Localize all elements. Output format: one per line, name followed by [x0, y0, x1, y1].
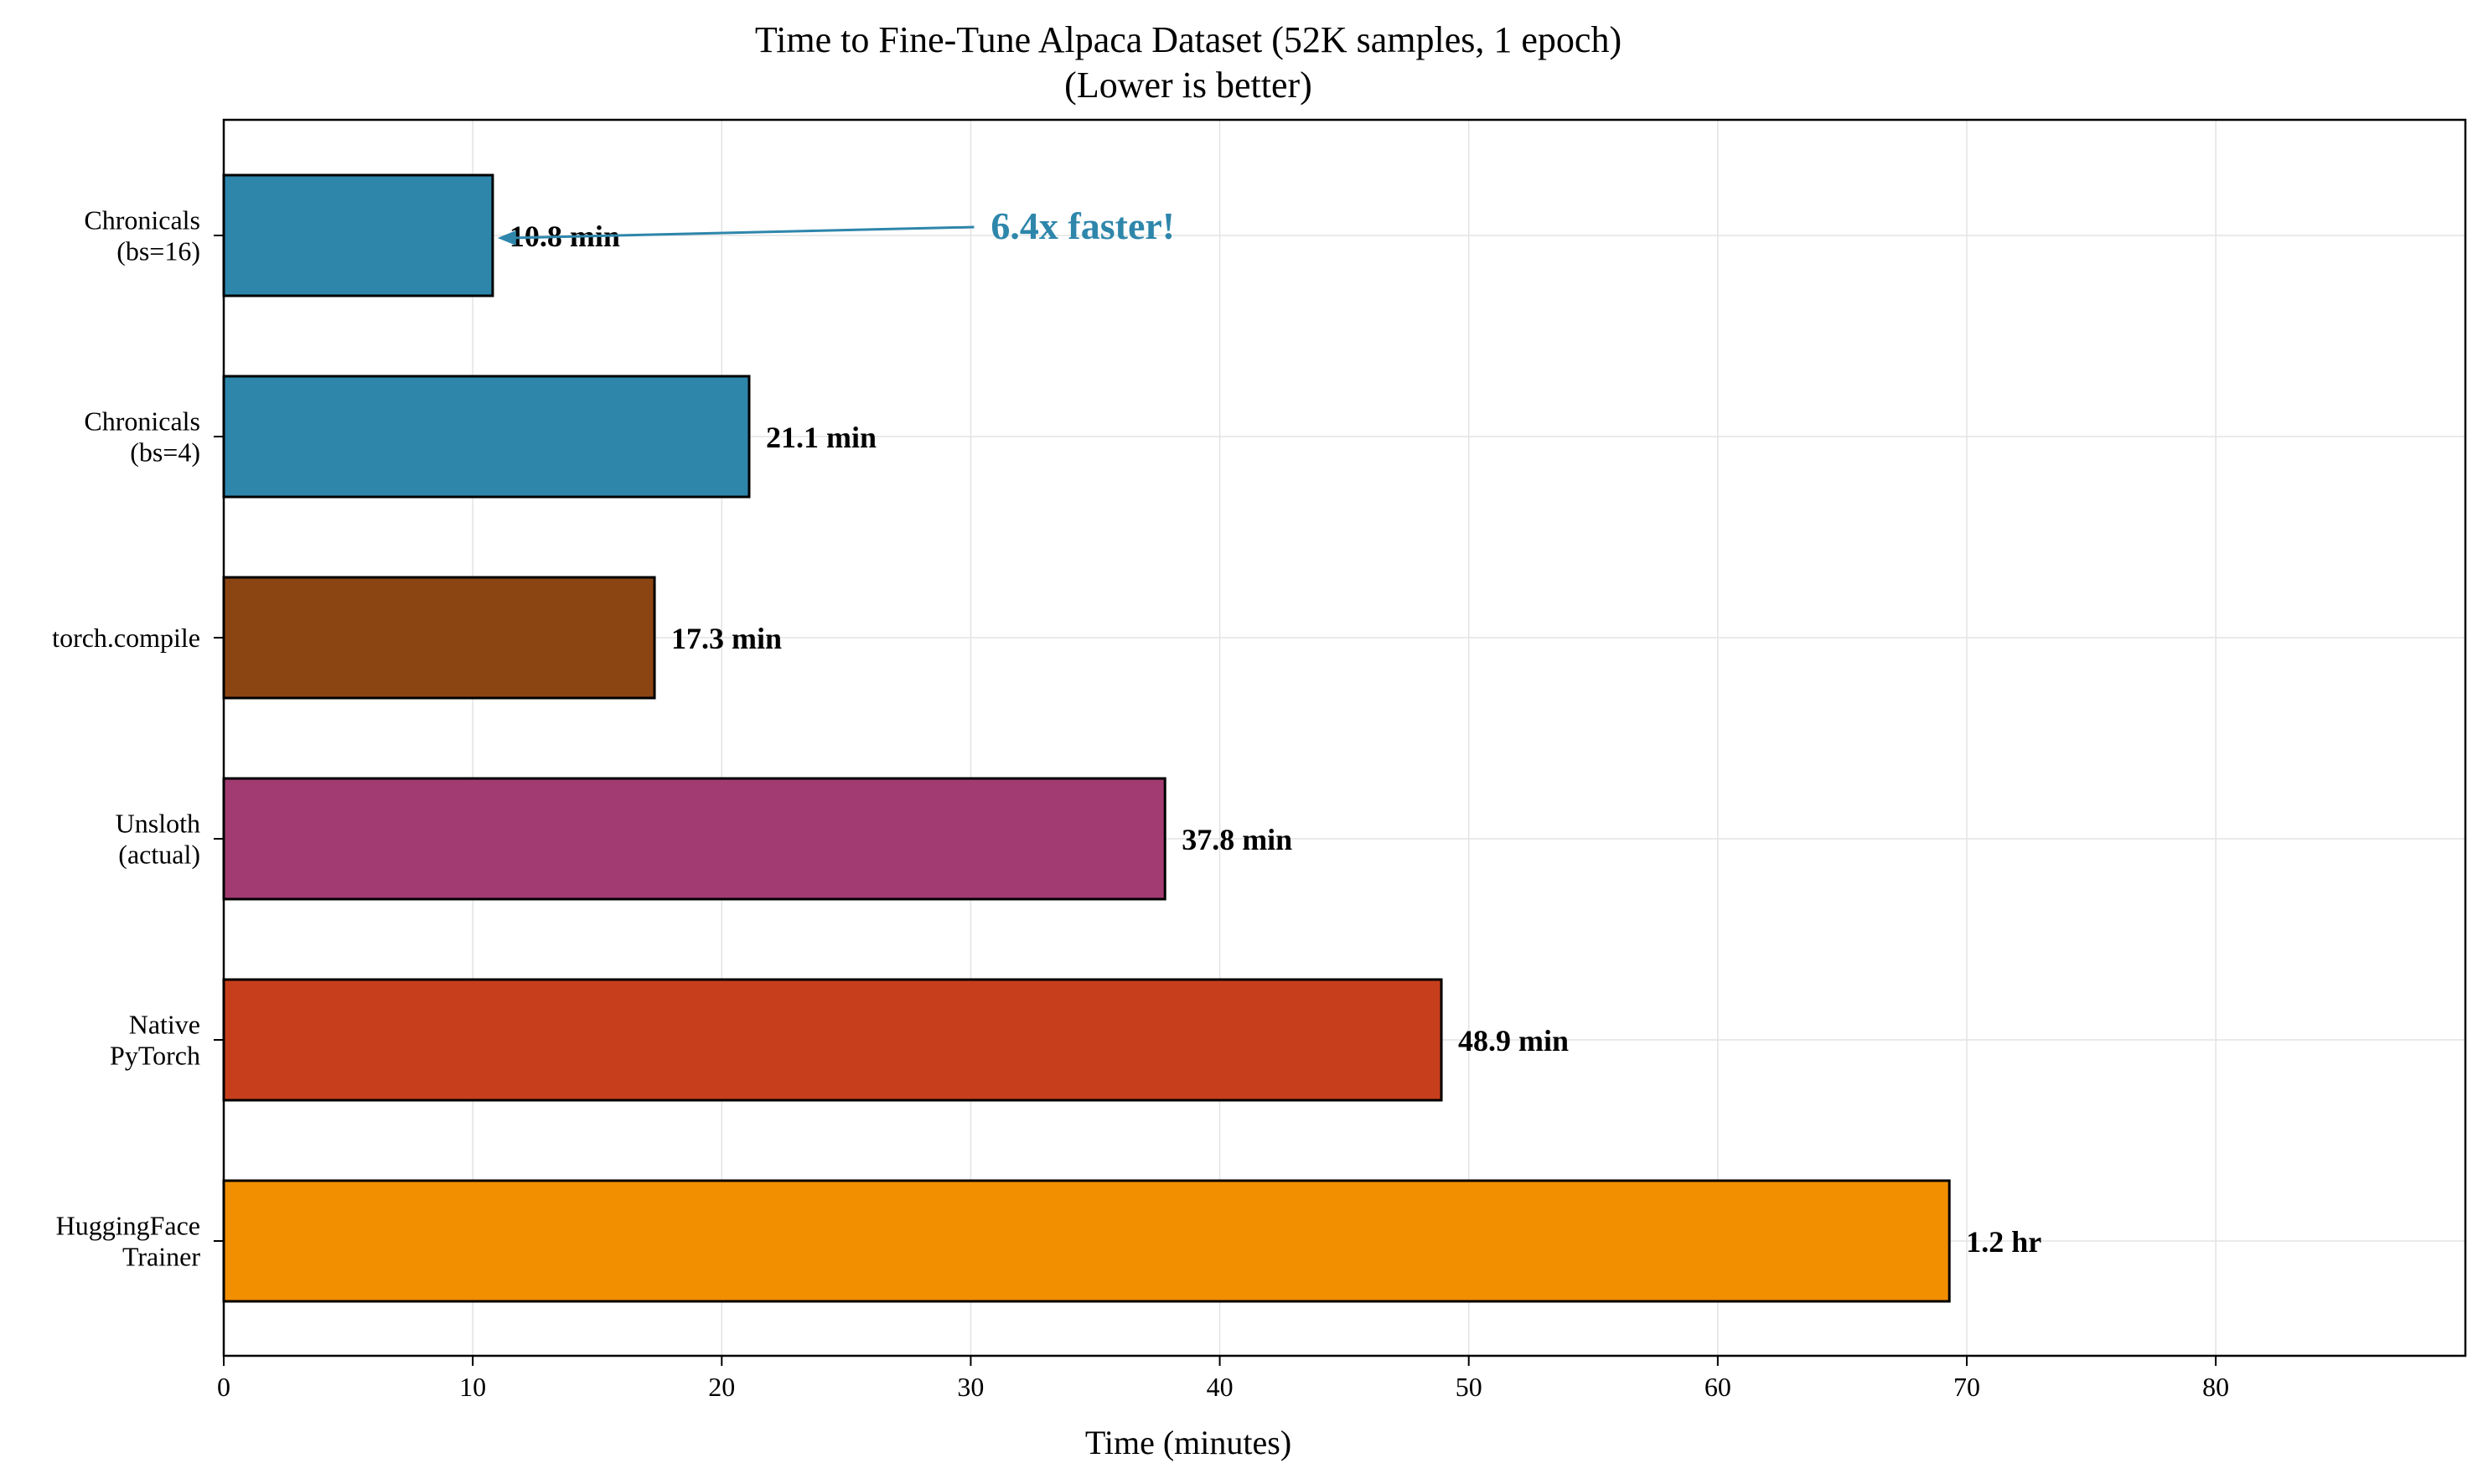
y-tick-label: (actual) [118, 840, 200, 870]
annotation-arrow [509, 225, 975, 240]
y-tick-label: Trainer [122, 1242, 200, 1272]
bar [222, 777, 1166, 901]
y-tick-label: PyTorch [110, 1041, 200, 1071]
y-tick-label: Chronicals [84, 205, 200, 235]
annotation-arrowhead [497, 230, 516, 246]
bar-value-label: 37.8 min [1182, 823, 1292, 856]
ticks: 0 10 20 30 40 50 60 70 80Chronicals(bs=16)Chroni… [52, 205, 2229, 1403]
bars [222, 173, 1951, 1303]
x-tick-label: 0 [217, 1372, 230, 1402]
y-tick-label: (bs=4) [130, 437, 200, 468]
y-tick-label: HuggingFace [56, 1211, 200, 1241]
plot-border [222, 118, 2467, 1357]
bar-value-label: 1.2 hr [1966, 1225, 2041, 1259]
y-tick-label: (bs=16) [116, 236, 200, 266]
bar-value-label: 21.1 min [766, 421, 877, 454]
bar [222, 375, 751, 499]
bar [222, 978, 1443, 1102]
y-tick-label: torch.compile [52, 623, 200, 653]
y-tick-label: Chronicals [84, 406, 200, 437]
x-tick-label: 50 [1456, 1372, 1482, 1402]
y-tick-label: Native [129, 1010, 200, 1040]
x-axis-label: Time (minutes) [1085, 1424, 1291, 1461]
bar [222, 1179, 1951, 1303]
plot-frame [222, 118, 2467, 1357]
chart-subtitle: (Lower is better) [1064, 65, 1312, 106]
annotation-text: 6.4x faster! [991, 204, 1175, 247]
x-tick-label: 60 [1704, 1372, 1731, 1402]
bar [222, 173, 494, 297]
bar [222, 576, 656, 700]
x-tick-label: 10 [459, 1372, 486, 1402]
x-tick-label: 20 [708, 1372, 735, 1402]
bar-value-label: 48.9 min [1458, 1024, 1569, 1057]
x-tick-label: 40 [1207, 1372, 1234, 1402]
y-tick-label: Unsloth [116, 809, 200, 839]
annotation: 6.4x faster! [497, 204, 1175, 247]
x-tick-label: 70 [1953, 1372, 1980, 1402]
x-tick-label: 30 [957, 1372, 984, 1402]
bar-value-label: 17.3 min [671, 622, 782, 655]
x-tick-label: 80 [2202, 1372, 2229, 1402]
chart-title: Time to Fine-Tune Alpaca Dataset (52K sa… [755, 19, 1622, 60]
